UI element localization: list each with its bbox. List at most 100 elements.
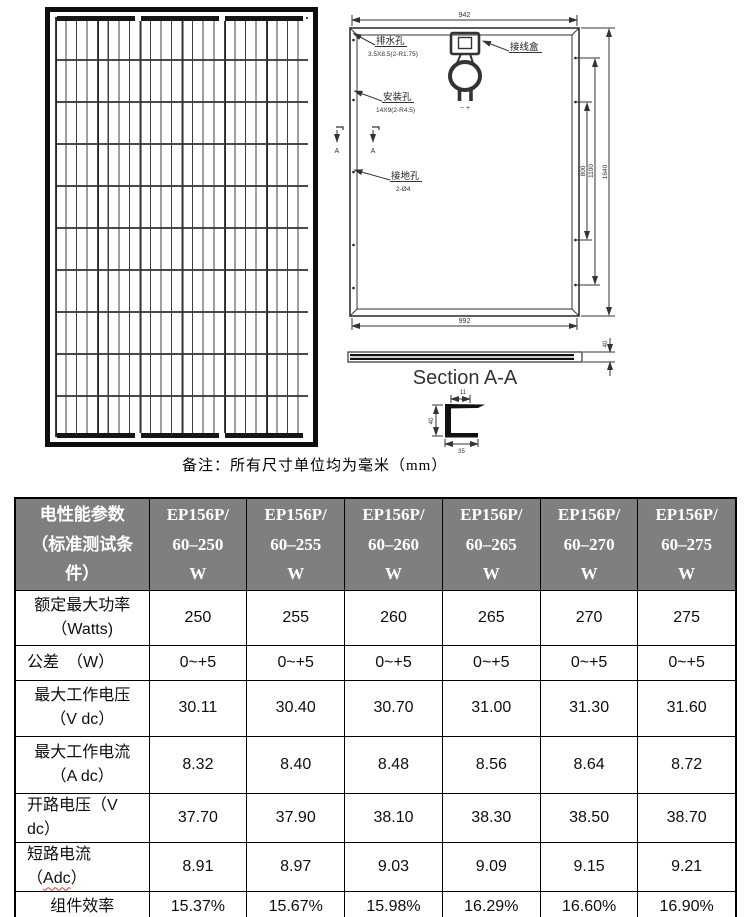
spec-cell: 8.97	[246, 841, 346, 892]
spec-cell: 8.64	[539, 735, 639, 794]
spec-cell: 9.09	[441, 841, 541, 892]
param-header-cell: 电性能参数 （标准测试条 件）	[14, 497, 150, 591]
svg-text:A: A	[371, 148, 376, 155]
busbar-ribbon-bottom	[57, 433, 306, 438]
spec-cell: 255	[246, 589, 346, 646]
row-label-text: ）	[70, 869, 87, 887]
table-row-voc: 开路电压（V dc） 37.70 37.90 38.10 38.30 38.50…	[14, 792, 737, 843]
svg-text:3.5X8.5(2-R1.75): 3.5X8.5(2-R1.75)	[368, 51, 418, 58]
spec-cell: 15.37%	[148, 890, 248, 917]
row-label: 额定最大功率 （Watts)	[14, 589, 150, 646]
spec-cell: 250	[148, 589, 248, 646]
row-label: 开路电压（V dc）	[14, 792, 150, 843]
dimension-top-width: 942	[351, 12, 578, 26]
spec-cell: 31.60	[637, 679, 737, 737]
junction-box-label: 接线盒	[482, 40, 542, 53]
spec-cell: 0~+5	[344, 644, 443, 681]
svg-text:1640: 1640	[602, 164, 609, 179]
dimension-heights: 1640 1100 800	[577, 27, 615, 317]
spec-cell: 8.72	[637, 735, 737, 794]
grounding-hole-label: 接地孔 2-Ø4	[353, 169, 422, 193]
mounting-hole-label: 安装孔 14X9(2-R4.5)	[353, 90, 415, 114]
spec-cell: 0~+5	[539, 644, 639, 681]
svg-text:992: 992	[459, 318, 471, 325]
svg-text:942: 942	[459, 12, 471, 19]
spec-cell: 8.56	[441, 735, 541, 794]
row-label-spellcheck: Adc	[43, 869, 71, 887]
svg-text:40: 40	[429, 417, 435, 424]
junction-box: − +	[448, 31, 482, 112]
row-label: 最大工作电压 （V dc）	[14, 679, 150, 737]
spec-cell: 15.67%	[246, 890, 346, 917]
svg-text:A: A	[335, 148, 340, 155]
row-label: 短路电流（Adc）	[14, 841, 150, 892]
spec-cell: 0~+5	[637, 644, 737, 681]
units-note: 备注：所有尺寸单位均为毫米（mm）	[182, 458, 448, 474]
frame-holes	[352, 38, 577, 290]
svg-text:35: 35	[458, 449, 465, 455]
dimension-drawing: 942 − + 接线盒 排水孔 3.5X8.5(2-R1.75)	[334, 12, 615, 455]
frame-profile-detail: 11 40 35	[429, 390, 485, 455]
busbar-ribbon-top	[57, 16, 306, 21]
solar-panel-front-view	[45, 7, 318, 447]
electrical-spec-table: 电性能参数 （标准测试条 件） EP156P/ 60–250 W EP156P/…	[14, 497, 737, 917]
spec-cell: 30.11	[148, 679, 248, 737]
svg-text:安装孔: 安装孔	[383, 91, 412, 103]
section-cut-markers: A A	[334, 126, 380, 155]
spec-cell: 8.48	[344, 735, 443, 794]
spec-cell: 37.70	[148, 792, 248, 843]
spec-cell: 30.70	[344, 679, 443, 737]
svg-text:14X9(2-R4.5): 14X9(2-R4.5)	[376, 107, 415, 114]
dimension-bottom-width: 992	[351, 318, 578, 330]
svg-text:1100: 1100	[588, 164, 595, 178]
spec-cell: 9.03	[344, 841, 443, 892]
spec-cell: 8.91	[148, 841, 248, 892]
row-label: 组件效率	[14, 890, 150, 917]
spec-cell: 15.98%	[344, 890, 443, 917]
spec-cell: 37.90	[246, 792, 346, 843]
svg-text:800: 800	[580, 165, 587, 176]
spec-cell: 31.00	[441, 679, 541, 737]
spec-cell: 0~+5	[441, 644, 541, 681]
table-row-max-power: 额定最大功率 （Watts) 250 255 260 265 270 275	[14, 589, 737, 646]
spec-cell: 0~+5	[246, 644, 346, 681]
spec-cell: 275	[637, 589, 737, 646]
table-row-isc: 短路电流（Adc） 8.91 8.97 9.03 9.09 9.15 9.21	[14, 841, 737, 892]
table-row-imp: 最大工作电流 （A dc） 8.32 8.40 8.48 8.56 8.64 8…	[14, 735, 737, 794]
spec-cell: 9.15	[539, 841, 639, 892]
model-header: EP156P/ 60–260 W	[344, 497, 443, 591]
spec-cell: 0~+5	[148, 644, 248, 681]
model-header: EP156P/ 60–265 W	[441, 497, 541, 591]
solar-cell-grid	[55, 17, 308, 437]
svg-text:2-Ø4: 2-Ø4	[396, 186, 411, 193]
spec-cell: 9.21	[637, 841, 737, 892]
row-label: 最大工作电流 （A dc）	[14, 735, 150, 794]
model-header: EP156P/ 60–250 W	[148, 497, 248, 591]
spec-cell: 270	[539, 589, 639, 646]
spec-cell: 31.30	[539, 679, 639, 737]
spec-cell: 8.40	[246, 735, 346, 794]
svg-text:接线盒: 接线盒	[510, 41, 539, 53]
spec-cell: 16.29%	[441, 890, 541, 917]
polarity-label: − +	[460, 105, 470, 112]
svg-text:40: 40	[603, 340, 609, 347]
spec-cell: 8.32	[148, 735, 248, 794]
drain-hole-label: 排水孔 3.5X8.5(2-R1.75)	[352, 33, 418, 58]
svg-text:排水孔: 排水孔	[376, 35, 405, 47]
model-header: EP156P/ 60–275 W	[637, 497, 737, 591]
spec-cell: 30.40	[246, 679, 346, 737]
svg-text:11: 11	[460, 390, 467, 396]
spec-cell: 38.70	[637, 792, 737, 843]
svg-text:接地孔: 接地孔	[391, 170, 420, 182]
spec-cell: 38.10	[344, 792, 443, 843]
spec-cell: 16.90%	[637, 890, 737, 917]
spec-cell: 265	[441, 589, 541, 646]
table-row-efficiency: 组件效率 15.37% 15.67% 15.98% 16.29% 16.60% …	[14, 890, 737, 917]
table-row-tolerance: 公差 （W） 0~+5 0~+5 0~+5 0~+5 0~+5 0~+5	[14, 644, 737, 681]
row-label: 公差 （W）	[14, 644, 150, 681]
section-title: Section A-A	[413, 367, 518, 389]
spec-cell: 16.60%	[539, 890, 639, 917]
section-bar: 40	[347, 338, 615, 376]
model-header: EP156P/ 60–270 W	[539, 497, 639, 591]
